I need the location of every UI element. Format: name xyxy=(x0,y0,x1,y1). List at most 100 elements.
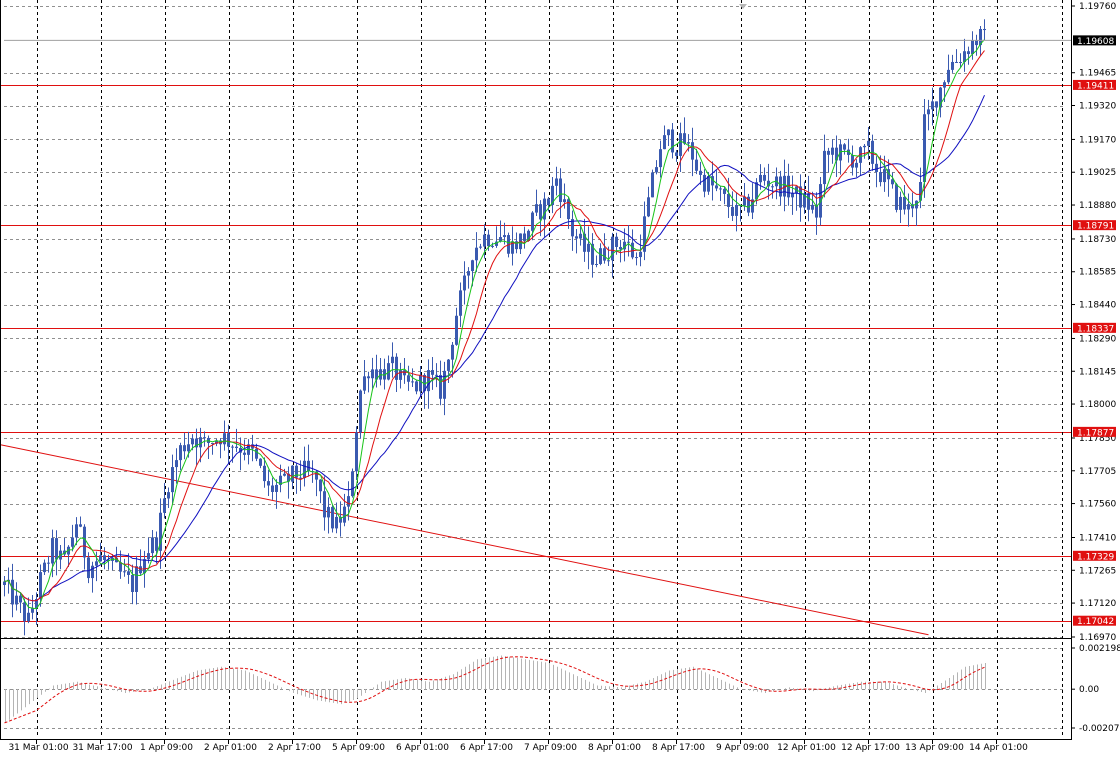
candle-body xyxy=(383,369,386,380)
candle-body xyxy=(943,82,946,88)
candle-body xyxy=(307,460,310,472)
time-tick-label: 13 Apr 09:00 xyxy=(905,743,964,753)
chart-frame xyxy=(0,0,1072,740)
candle-body xyxy=(687,142,690,144)
candle-body xyxy=(703,174,706,192)
candle-body xyxy=(23,602,26,622)
candle-body xyxy=(183,445,186,452)
ma-mid-line xyxy=(4,50,985,602)
candle-body xyxy=(659,149,662,168)
candle-body xyxy=(579,233,582,239)
candle-body xyxy=(203,437,206,439)
candle-body xyxy=(391,356,394,364)
candle-body xyxy=(387,363,390,380)
price-tick-label: 1.19465 xyxy=(1079,69,1116,79)
price-axis[interactable]: 1.19760 1.19465 1.19320 1.19170 1.19025 1.188… xyxy=(4,2,1120,734)
trendline-layer[interactable] xyxy=(0,444,929,636)
candle-body xyxy=(603,248,606,261)
horizontal-levels[interactable] xyxy=(0,85,1071,622)
time-axis[interactable]: 31 Mar 01:00 31 Mar 17:00 1 Apr 09:00 2 Apr… xyxy=(8,740,1028,753)
time-tick-label: 9 Apr 09:00 xyxy=(716,743,769,753)
level-price-tag[interactable] xyxy=(1073,220,1116,231)
candle-body xyxy=(31,608,34,613)
candle-body xyxy=(15,595,18,605)
candle-body xyxy=(431,370,434,375)
candle-body xyxy=(891,179,894,185)
level-price-label: 1.18337 xyxy=(1077,324,1114,334)
candle-body xyxy=(323,491,326,518)
candle-body xyxy=(803,193,806,208)
current-price-label: 1.19608 xyxy=(1077,37,1114,47)
candle-body xyxy=(647,197,650,217)
candle-body xyxy=(711,176,714,186)
candle-body xyxy=(27,612,30,622)
candle-body xyxy=(939,87,942,108)
candle-body xyxy=(623,241,626,250)
candle-body xyxy=(547,198,550,206)
ma-fast-line xyxy=(4,39,985,610)
candle-body xyxy=(515,241,518,250)
candle-body xyxy=(483,234,486,247)
candle-body xyxy=(295,465,298,478)
candle-body xyxy=(331,506,334,529)
level-price-tag[interactable] xyxy=(1073,426,1116,437)
price-tick-label: 1.18880 xyxy=(1079,201,1116,211)
candle-body xyxy=(503,235,506,238)
candle-body xyxy=(591,243,594,265)
candle-body xyxy=(243,452,246,455)
candle-body xyxy=(187,444,190,452)
candle-body xyxy=(843,144,846,150)
current-price-tag[interactable] xyxy=(1073,35,1116,46)
price-tick-label: 1.18145 xyxy=(1079,367,1116,377)
candle-body xyxy=(223,433,226,445)
candle-body xyxy=(595,264,598,266)
price-tick-label: 1.17120 xyxy=(1079,599,1116,609)
candle-body xyxy=(35,599,38,609)
candle-body xyxy=(751,199,754,213)
candle-body xyxy=(419,374,422,392)
time-tick-label: 12 Apr 17:00 xyxy=(841,743,900,753)
candle-body xyxy=(199,437,202,448)
candle-body xyxy=(755,182,758,200)
level-price-tag[interactable] xyxy=(1073,615,1116,626)
candle-body xyxy=(959,62,962,64)
candle-body xyxy=(627,241,630,243)
price-tick-label: 1.19760 xyxy=(1079,2,1116,12)
candle-body xyxy=(643,216,646,252)
candle-body xyxy=(267,481,270,486)
candle-body xyxy=(691,142,694,160)
candle-body xyxy=(71,537,74,547)
time-tick-label: 1 Apr 09:00 xyxy=(140,743,193,753)
candle-body xyxy=(87,557,90,579)
candle-body xyxy=(583,233,586,252)
candle-body xyxy=(759,174,762,183)
candle-body xyxy=(399,370,402,380)
candle-body xyxy=(167,492,170,499)
candle-body xyxy=(615,236,618,247)
candle-body xyxy=(979,28,982,46)
candle-body xyxy=(355,432,358,472)
candle-body xyxy=(719,188,722,190)
level-price-label: 1.17329 xyxy=(1077,552,1114,562)
candle-body xyxy=(67,546,70,555)
candle-body xyxy=(343,506,346,523)
candle-body xyxy=(467,271,470,276)
level-price-tag[interactable] xyxy=(1073,322,1116,333)
candle-body xyxy=(259,458,262,466)
trendline[interactable] xyxy=(0,444,929,636)
candle-body xyxy=(255,448,258,459)
osc-tick-label: -0.002071 xyxy=(1079,724,1120,734)
candle-body xyxy=(411,381,414,383)
candle-body xyxy=(119,562,122,572)
level-price-tag[interactable] xyxy=(1073,550,1116,561)
time-tick-label: 2 Apr 01:00 xyxy=(204,743,257,753)
level-price-tag[interactable] xyxy=(1073,79,1116,90)
candle-body xyxy=(727,193,730,207)
candle-body xyxy=(135,566,138,592)
price-tick-label: 1.18290 xyxy=(1079,334,1116,344)
candle-body xyxy=(743,196,746,206)
candle-body xyxy=(195,438,198,448)
